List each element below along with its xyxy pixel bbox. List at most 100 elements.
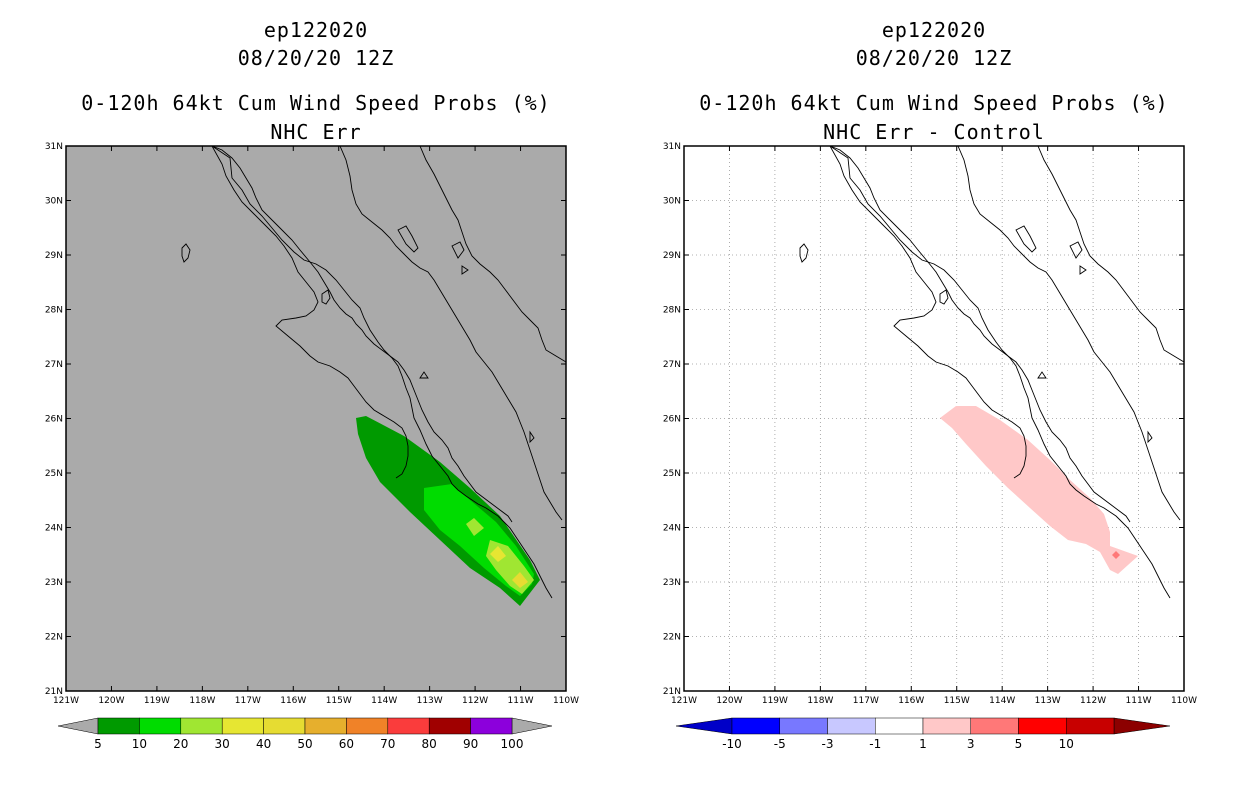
colorbar-swatch [470, 717, 513, 735]
left-lat-label: 23N [45, 578, 63, 588]
left-lon-label: 112W [462, 696, 488, 706]
left-colorbar-label: 30 [215, 737, 230, 751]
left-lon-label: 115W [326, 696, 352, 706]
left-lon-label: 116W [280, 696, 306, 706]
left-lon-label: 119W [144, 696, 170, 706]
right-lat-label: 30N [663, 197, 681, 207]
left-lat-label: 25N [45, 469, 63, 479]
right-colorbar-label: 5 [1015, 737, 1023, 751]
right-lat-label: 23N [663, 578, 681, 588]
colorbar-swatch [304, 717, 347, 735]
left-prob-20-30-b [466, 518, 484, 536]
colorbar-swatch [387, 717, 430, 735]
colorbar-arrow-high [1113, 717, 1171, 735]
right-colorbar-label: -10 [722, 737, 742, 751]
left-colorbar-label: 90 [463, 737, 478, 751]
right-title-id: ep122020 [881, 18, 987, 42]
right-lon-label: 113W [1035, 696, 1061, 706]
right-diff-1-3 [940, 406, 1138, 574]
colorbar-swatch [180, 717, 223, 735]
right-lat-label: 29N [663, 251, 681, 261]
right-colorbar-label: 1 [919, 737, 927, 751]
right-lat-label: 31N [663, 142, 681, 152]
colorbar-swatch [827, 717, 876, 735]
left-lon-label: 114W [371, 696, 397, 706]
right-diff-3-5 [1112, 551, 1120, 559]
left-colorbar: 5 10 20 30 40 50 60 70 80 90 100 [57, 717, 553, 751]
right-lon-label: 117W [853, 696, 879, 706]
right-lat-label: 25N [663, 469, 681, 479]
left-colorbar-label: 40 [256, 737, 271, 751]
left-colorbar-label: 20 [173, 737, 188, 751]
right-lat-label: 27N [663, 360, 681, 370]
right-lon-label: 112W [1080, 696, 1106, 706]
right-lon-label: 114W [989, 696, 1015, 706]
left-lat-label: 21N [45, 687, 63, 697]
left-lon-label: 111W [508, 696, 534, 706]
colorbar-swatch [263, 717, 306, 735]
left-colorbar-label: 50 [297, 737, 312, 751]
left-colorbar-label: 100 [501, 737, 524, 751]
left-colorbar-label: 10 [132, 737, 147, 751]
right-lat-label: 26N [663, 415, 681, 425]
right-title-product: 0-120h 64kt Cum Wind Speed Probs (%) [699, 91, 1169, 115]
right-lat-label: 21N [663, 687, 681, 697]
right-lat-label: 22N [663, 633, 681, 643]
right-lat-label: 28N [663, 306, 681, 316]
left-colorbar-label: 80 [422, 737, 437, 751]
left-lat-label: 27N [45, 360, 63, 370]
left-title-id: ep122020 [263, 18, 369, 42]
right-lon-label: 118W [807, 696, 833, 706]
left-lat-label: 22N [45, 633, 63, 643]
colorbar-swatch [139, 717, 182, 735]
right-colorbar-label: 10 [1059, 737, 1074, 751]
left-title-subtitle: NHC Err [270, 120, 362, 144]
right-title-date: 08/20/20 12Z [855, 46, 1013, 70]
right-lon-label: 111W [1126, 696, 1152, 706]
left-lat-label: 26N [45, 415, 63, 425]
right-lon-label: 120W [716, 696, 742, 706]
colorbar-swatch [779, 717, 828, 735]
left-lon-label: 121W [53, 696, 79, 706]
right-lon-label: 115W [944, 696, 970, 706]
colorbar-arrow-high [511, 717, 553, 735]
left-lon-label: 120W [98, 696, 124, 706]
left-lat-label: 29N [45, 251, 63, 261]
left-colorbar-label: 70 [380, 737, 395, 751]
right-colorbar-label: -5 [774, 737, 786, 751]
left-lon-label: 113W [417, 696, 443, 706]
left-lat-label: 24N [45, 524, 63, 534]
right-colorbar-label: 3 [967, 737, 975, 751]
right-title-subtitle: NHC Err - Control [823, 120, 1045, 144]
left-lon-label: 118W [189, 696, 215, 706]
right-colorbar-label: -1 [869, 737, 881, 751]
colorbar-swatch [221, 717, 264, 735]
right-lon-label: 116W [898, 696, 924, 706]
colorbar-swatch [1066, 717, 1115, 735]
colorbar-swatch [875, 717, 924, 735]
colorbar-swatch [1018, 717, 1067, 735]
colorbar-swatch [428, 717, 471, 735]
right-lon-label: 121W [671, 696, 697, 706]
colorbar-swatch [346, 717, 389, 735]
left-prob-30-40-a [490, 546, 506, 562]
colorbar-swatch [97, 717, 140, 735]
left-title-product: 0-120h 64kt Cum Wind Speed Probs (%) [81, 91, 551, 115]
left-colorbar-label: 60 [339, 737, 354, 751]
right-colorbar: -10 -5 -3 -1 1 3 5 10 [675, 717, 1171, 751]
colorbar-arrow-low [57, 717, 99, 735]
left-lat-label: 31N [45, 142, 63, 152]
left-map-background [66, 146, 566, 691]
left-colorbar-label: 5 [94, 737, 102, 751]
colorbar-swatch [731, 717, 780, 735]
left-lon-label: 110W [553, 696, 579, 706]
colorbar-swatch [922, 717, 971, 735]
left-lon-label: 117W [235, 696, 261, 706]
left-lat-label: 28N [45, 306, 63, 316]
right-lon-label: 119W [762, 696, 788, 706]
colorbar-arrow-low [675, 717, 733, 735]
right-lon-label: 110W [1171, 696, 1197, 706]
left-title-date: 08/20/20 12Z [237, 46, 395, 70]
